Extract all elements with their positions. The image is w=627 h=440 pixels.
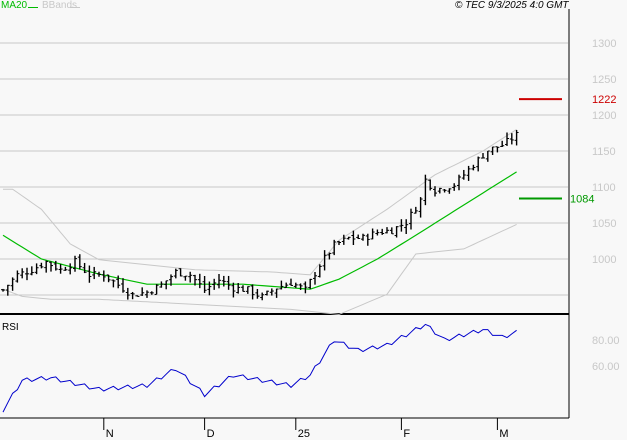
y-tick-label: 1150	[592, 146, 616, 158]
legend-ma20: MA20	[1, 0, 28, 11]
y-tick-label: 1000	[592, 254, 616, 266]
y-tick-label: 1300	[592, 38, 616, 50]
rsi-line	[2, 323, 517, 413]
y-tick-label: 1250	[592, 74, 616, 86]
x-tick-label: F	[403, 428, 410, 440]
legend-ma20-swatch	[28, 7, 38, 8]
x-tick-label: M	[499, 428, 508, 440]
rsi-tick-label: 80.00	[592, 335, 620, 347]
legend-bbands-swatch	[70, 7, 80, 8]
y-tick-label: 1050	[592, 218, 616, 230]
resistance-level-label: 1222	[592, 94, 616, 106]
y-tick-label: 1200	[592, 110, 616, 122]
bband-lower-line	[2, 223, 517, 315]
support-level-label: 1084	[570, 194, 594, 206]
rsi-label: RSI	[2, 322, 19, 333]
x-tick-label: D	[207, 428, 215, 440]
y-tick-label: 1100	[592, 182, 616, 194]
bband-upper-line	[3, 128, 517, 276]
rsi-tick-label: 60.00	[592, 361, 620, 373]
x-tick-label: N	[106, 428, 114, 440]
x-tick-label: 25	[298, 428, 310, 440]
legend-bbands: BBands	[42, 0, 78, 11]
copyright-timestamp: © TEC 9/3/2025 4:0 GMT	[455, 0, 569, 11]
